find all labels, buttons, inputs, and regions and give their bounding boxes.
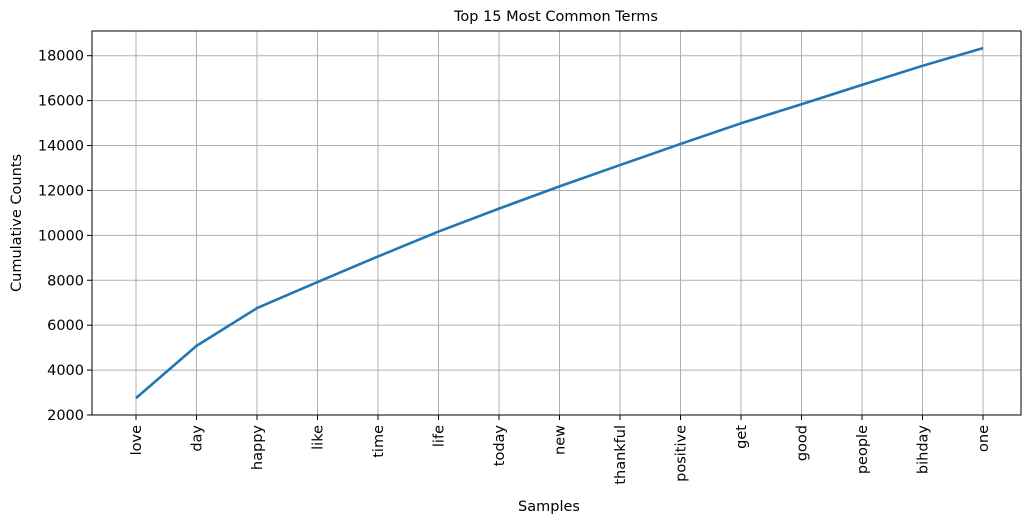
x-tick-label: today xyxy=(492,425,508,467)
x-tick-label: like xyxy=(311,425,327,450)
x-tick-label: happy xyxy=(250,425,266,470)
x-tick-label: bihday xyxy=(916,425,932,475)
y-tick-label: 4000 xyxy=(47,363,84,379)
y-tick-label: 16000 xyxy=(38,94,84,110)
x-tick-label: good xyxy=(795,425,811,461)
x-tick-label: day xyxy=(190,425,206,452)
y-tick-label: 14000 xyxy=(38,139,84,155)
x-tick-label: life xyxy=(432,425,448,447)
chart-title: Top 15 Most Common Terms xyxy=(453,9,658,25)
y-axis-ticks: 2000 4000 6000 8000 10000 12000 14000 16000 1800… xyxy=(38,49,92,424)
y-tick-label: 8000 xyxy=(47,273,84,289)
x-tick-label: time xyxy=(371,425,387,458)
x-tick-label: new xyxy=(553,425,569,455)
y-tick-label: 12000 xyxy=(38,183,84,199)
x-tick-label: love xyxy=(129,425,145,455)
plot-frame xyxy=(91,30,1022,416)
series-line xyxy=(135,46,984,400)
y-tick-label: 2000 xyxy=(47,408,84,424)
x-tick-label: one xyxy=(976,425,992,452)
y-tick-label: 10000 xyxy=(38,228,84,244)
x-tick-label: get xyxy=(734,425,750,449)
y-tick-label: 6000 xyxy=(47,318,84,334)
y-tick-label: 18000 xyxy=(38,49,84,65)
y-axis-label: Cumulative Counts xyxy=(9,154,25,292)
x-axis-label: Samples xyxy=(518,499,580,515)
x-tick-label: positive xyxy=(674,425,690,482)
x-tick-label: thankful xyxy=(613,425,629,485)
x-axis-ticks: love day happy like time life today new thankful… xyxy=(129,415,992,485)
grid-lines xyxy=(92,31,1021,416)
x-tick-label: people xyxy=(855,425,871,474)
series-layer xyxy=(135,46,984,400)
